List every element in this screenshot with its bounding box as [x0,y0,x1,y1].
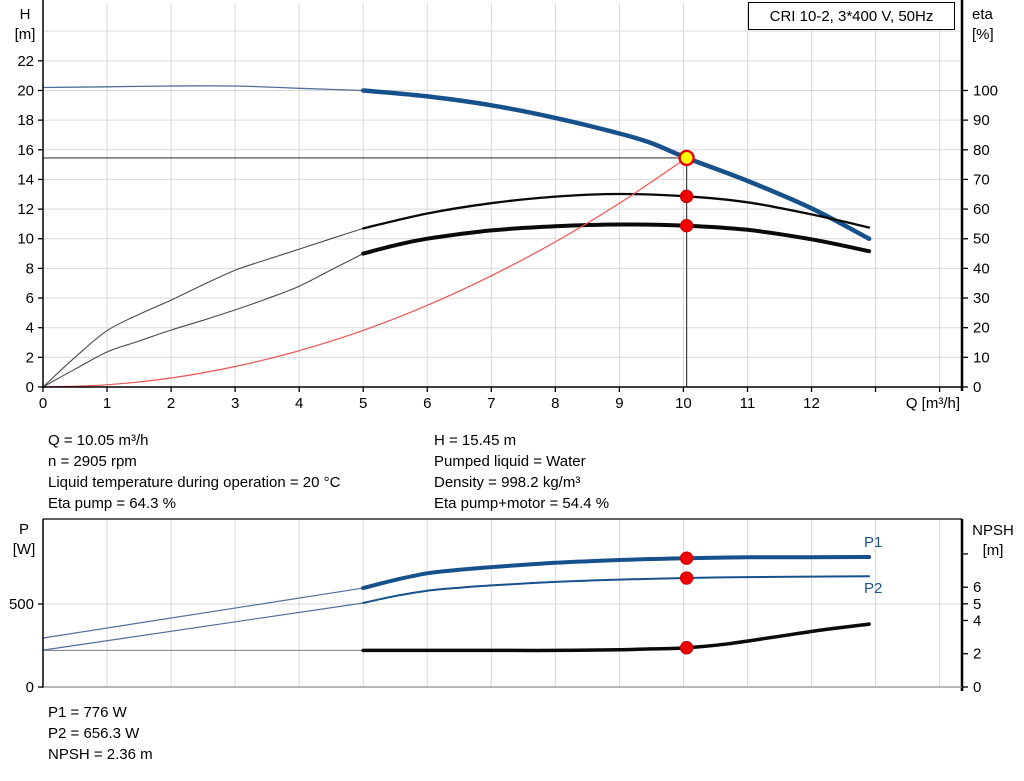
left-tick-label: 20 [17,82,34,99]
left-tick-label: 4 [26,320,34,337]
right-tick-label: 70 [973,171,990,188]
text-line: Pumped liquid = Water [434,453,586,470]
x-tick-label: 7 [487,395,495,412]
x-tick-label: 9 [615,395,623,412]
text-line: NPSH [972,522,1014,539]
power-npsh-chart: 0 500 0 2 456 P1 P2 [9,518,981,696]
text-line: NPSH = 2.36 m [48,746,153,763]
curve-head-curve [360,88,872,241]
curve-eta-pump-motor-lead [42,253,364,388]
title-box: CRI 10-2, 3*400 V, 50Hz [748,2,955,30]
text-line: P1 = 776 W [48,704,127,721]
curve-eta-pump-motor-curve [361,222,872,256]
left-tick-label: 500 [9,596,34,613]
text-line: P2 = 656.3 W [48,725,140,742]
right-tick-label: 20 [973,320,990,337]
left-tick-label: 12 [17,201,34,218]
left-tick-label: 2 [26,349,34,366]
left-tick-label: 6 [26,290,34,307]
curve-p2-lead [42,602,364,651]
x-tick-label: 8 [551,395,559,412]
text-line: P [18,521,29,538]
text-line: Liquid temperature during operation = 20… [48,474,341,491]
left-tick-label: 16 [17,142,34,159]
right-tick-label: 0 [973,679,981,696]
duty-data-right: H = 15.45 m Pumped liquid = Water Density … [434,430,609,514]
right-tick-label: 2 [973,646,981,663]
pump-model-title: CRI 10-2, 3*400 V, 50Hz [769,7,934,25]
text-line: Density = 998.2 kg/m³ [434,474,581,491]
curve-label-p2: P2 [864,580,882,597]
curve-p1-curve [361,555,872,591]
duty-point [678,149,695,167]
curve-eta-pump-lead [42,227,364,388]
duty-data-bottom: P1 = 776 W P2 = 656.3 W NPSH = 2.36 m [48,702,153,765]
p1-duty-dot [679,551,694,565]
text-line: [W] [12,541,36,558]
x-tick-label: 11 [740,395,756,412]
right-tick-label: 30 [973,290,990,307]
text-line: [m] [982,542,1004,559]
text-line: [%] [972,26,994,43]
text-line: Eta pump = 64.3 % [48,495,176,512]
x-tick-label: 12 [803,395,820,412]
curve-system-curve [42,157,688,388]
p2-duty-dot [679,571,694,585]
y-axis-label-npsh: NPSH [m] [964,521,1022,561]
curve-label-p1: P1 [864,534,882,551]
x-tick-label: 6 [423,395,431,412]
text-line: H [19,6,31,23]
left-tick-label: 0 [26,679,34,696]
x-axis-unit-label: Q [m³/h] [906,395,960,412]
left-tick-label: 14 [17,171,34,188]
right-tick-label: 5 [973,596,981,613]
right-tick-label: 100 [973,82,998,99]
text-line: H = 15.45 m [434,432,517,449]
right-tick-label: 50 [973,231,990,248]
right-tick-label: 6 [973,579,981,596]
x-tick-label: 0 [39,395,47,412]
curve-npsh-curve [361,622,871,653]
text-line: n = 2905 rpm [48,453,137,470]
x-tick-label: 10 [675,395,692,412]
left-tick-label: 22 [17,53,34,70]
text-line: eta [972,6,993,23]
x-tick-label: 4 [295,395,303,412]
left-tick-label: 18 [17,112,34,129]
left-tick-label: 8 [26,260,34,277]
curve-eta-pump-curve [362,192,871,230]
npsh-duty-dot [679,641,694,655]
left-tick-label: 10 [17,231,34,248]
duty-data-left: Q = 10.05 m³/h n = 2905 rpm Liquid tempera… [48,430,340,514]
right-tick-label: 40 [973,260,990,277]
curve-p1-lead [42,587,364,639]
right-tick-label: 80 [973,142,990,159]
left-tick-label: 0 [26,379,34,396]
eta-pump-duty-dot [679,189,694,204]
right-tick-label: 60 [973,201,990,218]
y-axis-label-head: H [m] [6,5,44,45]
head-efficiency-chart: 0246810121416182022010203040506070809010… [17,0,998,412]
text-line: Q = 10.05 m³/h [48,432,149,449]
right-tick-label: 4 [973,612,981,629]
y-axis-label-eta: eta [%] [972,5,1018,45]
y-axis-label-power: P [W] [6,520,42,560]
x-tick-label: 2 [167,395,175,412]
x-tick-label: 3 [231,395,239,412]
text-line: Eta pump+motor = 54.4 % [434,495,610,512]
right-tick-label: 90 [973,112,990,129]
right-tick-label: 10 [973,349,990,366]
eta-pump-motor-duty-dot [679,218,694,233]
x-tick-label: 1 [103,395,111,412]
curve-head-curve-lead [42,85,364,92]
curve-p2-curve [362,575,871,604]
right-tick-label: 0 [973,379,981,396]
text-line: [m] [14,26,36,43]
x-tick-label: 5 [359,395,367,412]
